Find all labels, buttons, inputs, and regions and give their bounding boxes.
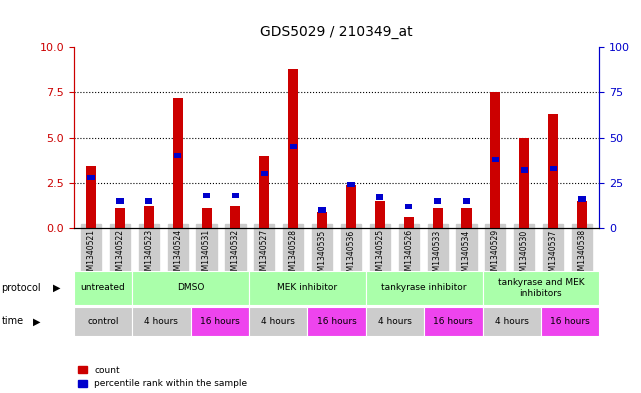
Bar	[132, 307, 190, 336]
Text: DMSO: DMSO	[177, 283, 204, 292]
Bar	[86, 167, 96, 228]
Bar	[347, 182, 354, 187]
Bar	[541, 307, 599, 336]
Text: 16 hours: 16 hours	[200, 317, 240, 326]
Bar	[424, 307, 483, 336]
Bar	[490, 92, 501, 228]
Bar	[74, 307, 132, 336]
Bar	[172, 98, 183, 228]
Text: 16 hours: 16 hours	[550, 317, 590, 326]
Bar	[366, 271, 483, 305]
Bar	[230, 206, 240, 228]
Bar	[405, 204, 412, 209]
Bar	[346, 185, 356, 228]
Bar	[259, 156, 269, 228]
Bar	[144, 206, 154, 228]
Bar	[115, 208, 125, 228]
Bar	[578, 196, 586, 202]
Bar	[463, 198, 470, 204]
Text: 16 hours: 16 hours	[317, 317, 356, 326]
Bar	[433, 208, 443, 228]
Bar	[288, 69, 298, 228]
Text: 4 hours: 4 hours	[144, 317, 178, 326]
Bar	[376, 195, 383, 200]
Text: tankyrase and MEK
inhibitors: tankyrase and MEK inhibitors	[497, 278, 584, 298]
Text: ▶: ▶	[33, 316, 41, 326]
Bar	[548, 114, 558, 228]
Bar	[132, 271, 249, 305]
Text: 16 hours: 16 hours	[433, 317, 473, 326]
Bar	[74, 271, 132, 305]
Bar	[404, 217, 414, 228]
Bar	[201, 208, 212, 228]
Bar	[290, 144, 297, 149]
Bar	[366, 307, 424, 336]
Text: ▶: ▶	[53, 283, 60, 293]
Bar	[520, 167, 528, 173]
Bar	[174, 153, 181, 158]
Bar	[549, 165, 557, 171]
Text: untreated: untreated	[81, 283, 125, 292]
Text: 4 hours: 4 hours	[261, 317, 295, 326]
Text: 4 hours: 4 hours	[495, 317, 529, 326]
Bar	[317, 212, 327, 228]
Bar	[87, 174, 95, 180]
Bar	[577, 201, 587, 228]
Text: tankyrase inhibitor: tankyrase inhibitor	[381, 283, 467, 292]
Legend: count, percentile rank within the sample: count, percentile rank within the sample	[78, 366, 247, 389]
Bar	[319, 207, 326, 213]
Text: MEK inhibitor: MEK inhibitor	[278, 283, 337, 292]
Bar	[190, 307, 249, 336]
Bar	[434, 198, 441, 204]
Bar	[492, 156, 499, 162]
Bar	[375, 201, 385, 228]
Bar	[462, 208, 472, 228]
Bar	[519, 138, 529, 228]
Bar	[249, 307, 307, 336]
Bar	[116, 198, 124, 204]
Bar	[483, 307, 541, 336]
Bar	[249, 271, 366, 305]
Bar	[146, 198, 153, 204]
Text: control: control	[87, 317, 119, 326]
Text: time: time	[1, 316, 24, 326]
Bar	[307, 307, 366, 336]
Text: GDS5029 / 210349_at: GDS5029 / 210349_at	[260, 25, 413, 39]
Bar	[261, 171, 268, 176]
Bar	[483, 271, 599, 305]
Text: 4 hours: 4 hours	[378, 317, 412, 326]
Text: protocol: protocol	[1, 283, 41, 293]
Bar	[232, 193, 239, 198]
Bar	[203, 193, 210, 198]
